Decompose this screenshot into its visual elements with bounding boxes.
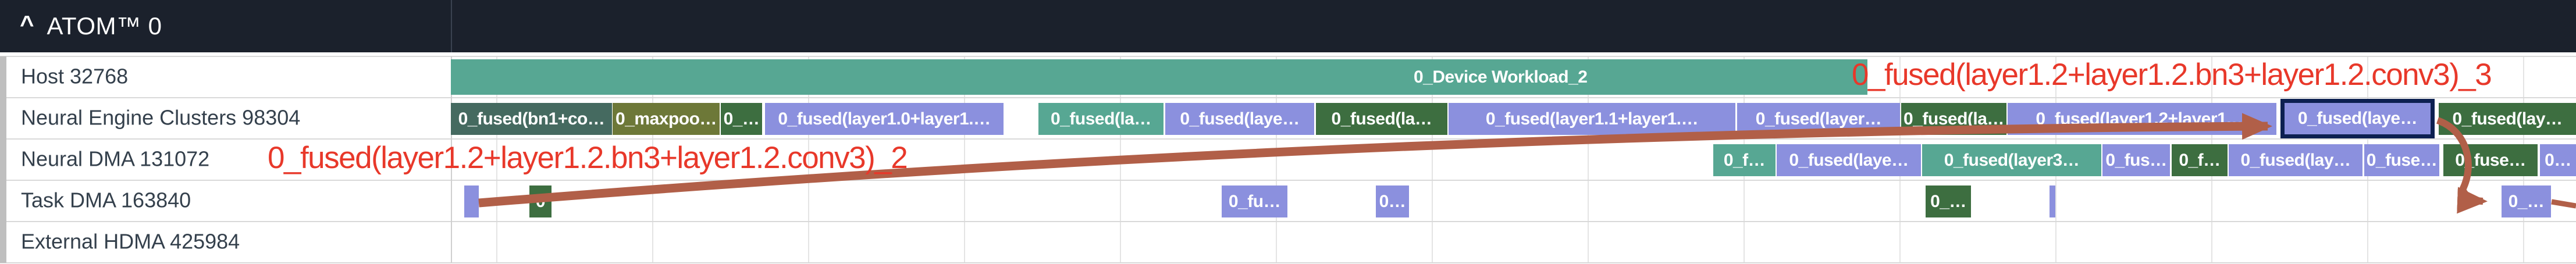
- track-label-task-dma[interactable]: Task DMA 163840: [21, 187, 191, 212]
- timeline-span[interactable]: 0_fus…: [2102, 144, 2170, 176]
- timeline-span[interactable]: 0_…: [721, 103, 762, 135]
- timeline-span[interactable]: 0_fused(lay…: [2439, 103, 2576, 135]
- timeline-span[interactable]: 0_fuse…: [2443, 144, 2538, 176]
- timeline-span[interactable]: 0_fused(layer…: [1737, 103, 1900, 135]
- annotation-text-2: 0_fused(layer1.2+layer1.2.bn3+layer1.2.c…: [268, 141, 908, 175]
- row-separator: [0, 180, 2576, 181]
- timeline-span[interactable]: [464, 185, 479, 217]
- timeline-span[interactable]: 0…: [1376, 185, 1409, 217]
- timeline-span[interactable]: 0_fu…: [1222, 185, 1287, 217]
- track-label-neural-engine-clusters[interactable]: Neural Engine Clusters 98304: [21, 105, 301, 129]
- timeline-span[interactable]: 0_fused(laye…: [1777, 144, 1921, 176]
- row-separator: [0, 262, 2576, 263]
- row-separator: [0, 138, 2576, 140]
- annotation-arrow-tail: [2551, 199, 2576, 209]
- track-label-neural-dma[interactable]: Neural DMA 131072: [21, 146, 210, 170]
- timeline-span[interactable]: 0_…: [2502, 185, 2551, 217]
- timeline-span[interactable]: 0_fused(bn1+co…: [451, 103, 612, 135]
- track-group-title: ATOM™ 0: [47, 12, 162, 40]
- annotation-text-3: 0_fused(layer1.2+layer1.2.bn3+layer1.2.c…: [1852, 58, 2492, 92]
- timeline-span[interactable]: 0_fused(layer1.0+layer1.…: [765, 103, 1004, 135]
- timeline-span[interactable]: 0_fused(la…: [1901, 103, 2006, 135]
- track-group-bar[interactable]: [0, 56, 6, 263]
- timeline-span[interactable]: 0_…: [1926, 185, 1971, 217]
- label-column-seam: [451, 0, 452, 52]
- track-label-external-hdma[interactable]: External HDMA 425984: [21, 229, 240, 253]
- timeline-span[interactable]: 0_fused(la…: [1316, 103, 1447, 135]
- timeline-span[interactable]: 0_fused(lay…: [2229, 144, 2362, 176]
- label-column-boundary: [451, 56, 452, 263]
- timeline-span[interactable]: 0_fused(layer3…: [1922, 144, 2101, 176]
- row-separator: [0, 56, 2576, 57]
- collapse-chevron-icon[interactable]: ^: [20, 10, 34, 38]
- timeline-span[interactable]: 0_fused(laye…: [1165, 103, 1314, 135]
- timeline-span[interactable]: [2050, 185, 2055, 217]
- timeline-span-selected[interactable]: 0_fused(laye…: [2280, 99, 2435, 138]
- timeline-span[interactable]: 0_fused(layer1.1+layer1.…: [1449, 103, 1735, 135]
- timeline-span[interactable]: 0_f…: [2172, 144, 2228, 176]
- timeline-span[interactable]: 0_fuse…: [2364, 144, 2439, 176]
- row-separator: [0, 221, 2576, 222]
- timeline-span[interactable]: 0_maxpoo…: [613, 103, 720, 135]
- timeline-span[interactable]: 0: [529, 185, 552, 217]
- timeline-span[interactable]: 0_Device Workload_2: [451, 59, 1867, 95]
- track-group-header[interactable]: ^ ATOM™ 0: [0, 0, 2576, 52]
- track-label-host[interactable]: Host 32768: [21, 63, 129, 88]
- timeline-span[interactable]: 0_f…: [1713, 144, 1776, 176]
- timeline-span[interactable]: 0_fused(layer1.2+layer1.…: [2008, 103, 2276, 135]
- row-separator: [0, 97, 2576, 98]
- timeline-span[interactable]: 0…: [2540, 144, 2576, 176]
- timeline-span[interactable]: 0_fused(la…: [1038, 103, 1164, 135]
